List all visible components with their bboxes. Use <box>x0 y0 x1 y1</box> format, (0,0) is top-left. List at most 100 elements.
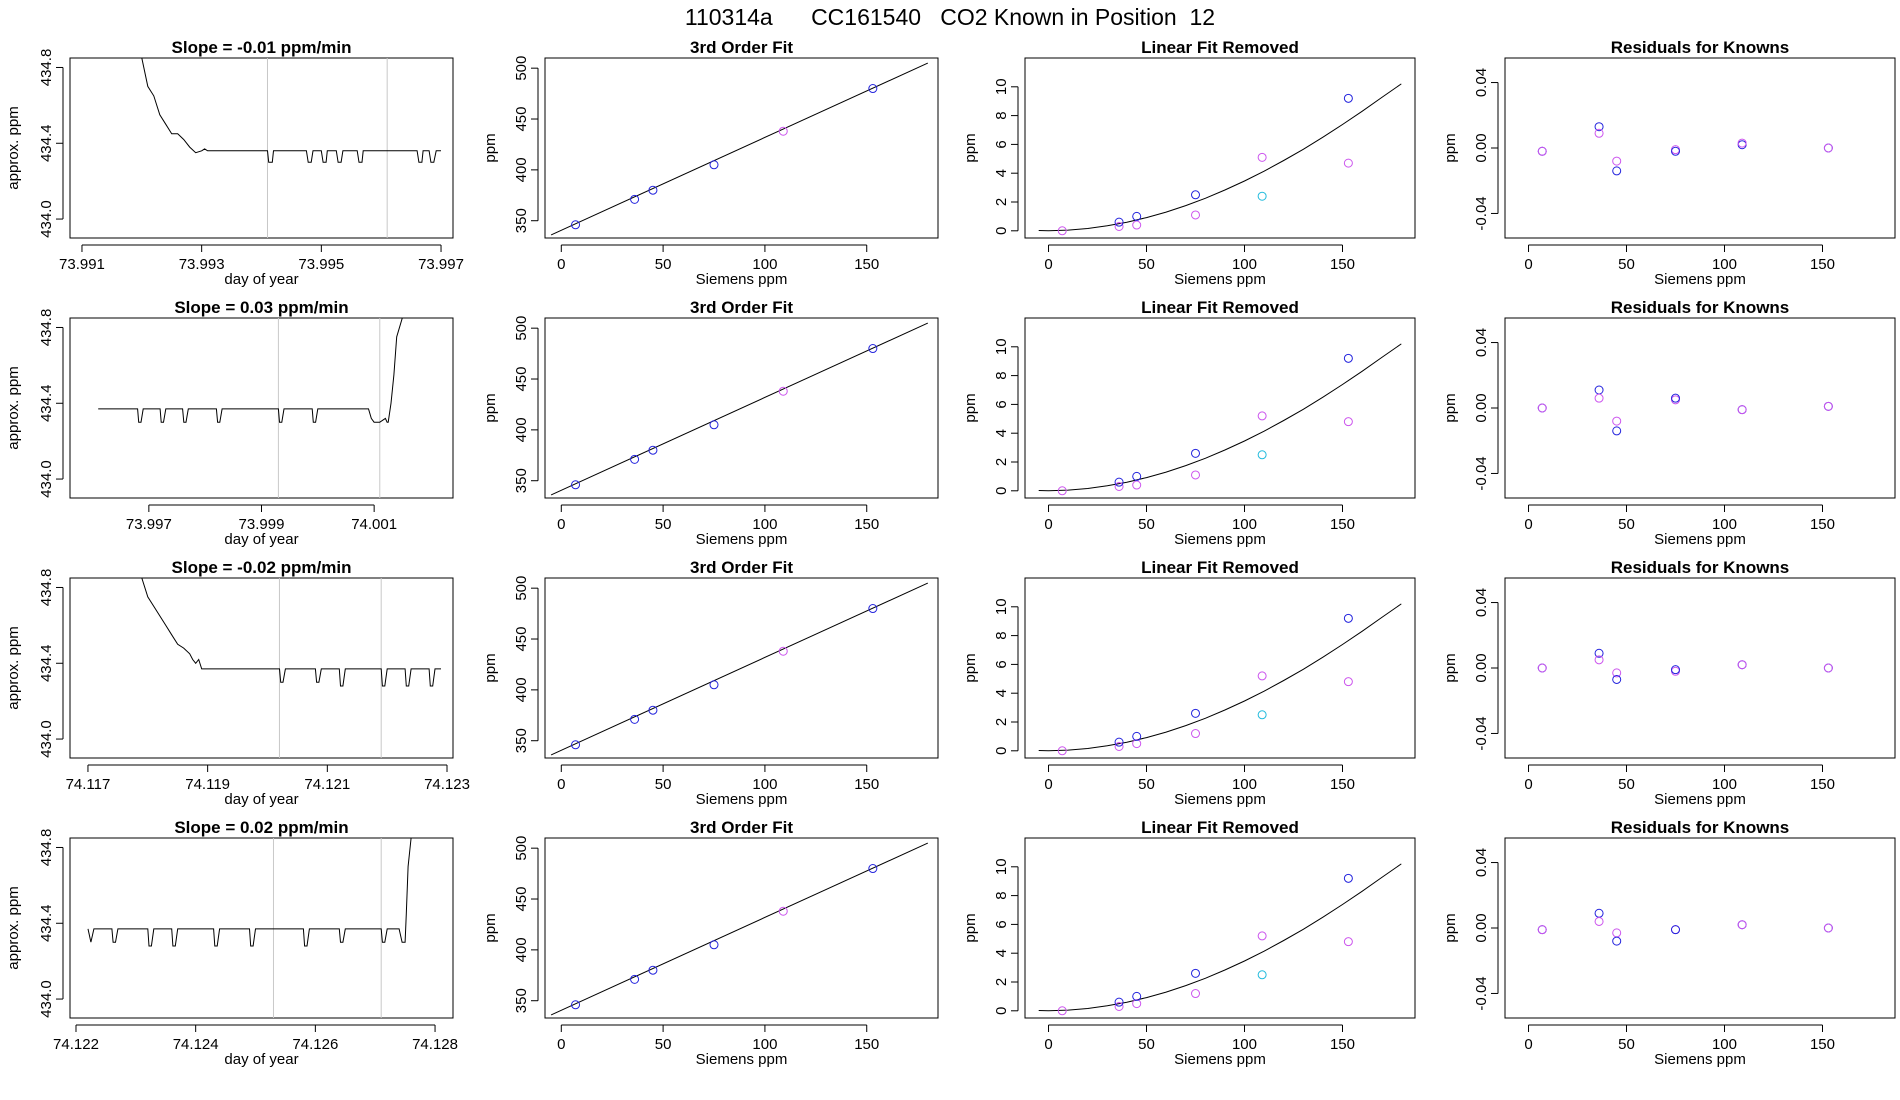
y-tick-label: 0.04 <box>1473 328 1490 357</box>
fit-curve <box>1038 83 1402 232</box>
panel-resid-row1: Residuals for Knowns 0 50 100 150 Siemens ppm… <box>1442 298 1896 548</box>
y-tick-label: 10 <box>993 338 1010 355</box>
y-tick-label: 434.0 <box>38 980 55 1018</box>
plot-area <box>550 322 929 496</box>
fit-line <box>550 62 929 236</box>
plot-frame <box>544 57 939 239</box>
panel-fit-row3: 3rd Order Fit 0 50 100 150 Siemens ppm 350 400 4… <box>482 818 939 1068</box>
x-tick-label: 0 <box>1524 1036 1532 1053</box>
x-axis-label: Siemens ppm <box>696 271 788 288</box>
x-tick-label: 73.991 <box>59 256 105 273</box>
x-tick-label: 100 <box>1232 776 1257 793</box>
panel-title: Linear Fit Removed <box>1141 818 1299 837</box>
x-tick-label: 50 <box>1618 1036 1635 1053</box>
panel-slope-row0: Slope = -0.01 ppm/min 73.991 73.993 73.995 7… <box>5 38 464 288</box>
data-point <box>709 420 719 430</box>
plot-frame <box>1504 317 1896 499</box>
data-point <box>778 906 788 916</box>
panel-linear-row1: Linear Fit Removed 0 50 100 150 Siemens ppm 0 2… <box>962 298 1416 548</box>
plot-frame <box>69 57 454 239</box>
data-point <box>1594 385 1604 395</box>
data-point <box>1257 710 1267 720</box>
y-tick-label: 8 <box>993 631 1010 639</box>
panel-title: Linear Fit Removed <box>1141 298 1299 317</box>
panel-slope-row2: Slope = -0.02 ppm/min 74.117 74.119 74.121 7… <box>5 558 470 808</box>
x-tick-label: 100 <box>752 776 777 793</box>
data-point <box>1114 1001 1124 1011</box>
y-axis-label: ppm <box>482 393 499 422</box>
data-point <box>1737 405 1747 415</box>
data-point <box>1823 143 1833 153</box>
y-tick-label: 0.04 <box>1473 848 1490 877</box>
data-point <box>1114 221 1124 231</box>
x-tick-label: 50 <box>1618 256 1635 273</box>
data-point <box>571 480 581 490</box>
fit-curve <box>1038 603 1402 752</box>
x-axis-label: Siemens ppm <box>1174 531 1266 548</box>
x-tick-label: 0 <box>1524 776 1532 793</box>
data-point <box>1612 426 1622 436</box>
panel-title: 3rd Order Fit <box>690 558 793 577</box>
y-tick-label: 434.8 <box>38 569 55 607</box>
data-point <box>778 646 788 656</box>
y-axis-label: ppm <box>482 133 499 162</box>
x-tick-label: 73.999 <box>239 516 285 533</box>
x-tick-label: 50 <box>1618 776 1635 793</box>
panel-title: Slope = -0.02 ppm/min <box>172 558 352 577</box>
y-axis-label: approx. ppm <box>5 886 22 969</box>
y-tick-label: 2 <box>993 718 1010 726</box>
data-point <box>648 185 658 195</box>
data-point <box>1343 93 1353 103</box>
data-point <box>1594 122 1604 132</box>
data-point <box>1191 968 1201 978</box>
plot-frame <box>1504 57 1896 239</box>
x-axis-label: day of year <box>224 531 298 548</box>
data-point <box>1114 481 1124 491</box>
y-axis-label: ppm <box>482 653 499 682</box>
plot-frame <box>1024 57 1416 239</box>
x-tick-label: 100 <box>1712 256 1737 273</box>
data-point <box>1257 450 1267 460</box>
plot-area <box>98 318 403 498</box>
data-point <box>1343 677 1353 687</box>
data-point <box>1057 226 1067 236</box>
series-line <box>87 838 412 947</box>
plot-area <box>141 58 441 238</box>
data-point <box>1257 152 1267 162</box>
y-tick-label: 0.00 <box>1473 133 1490 162</box>
x-tick-label: 74.121 <box>304 776 350 793</box>
y-tick-label: 2 <box>993 978 1010 986</box>
data-point <box>1823 923 1833 933</box>
data-point <box>1594 655 1604 665</box>
plot-area <box>550 842 929 1016</box>
data-point <box>571 220 581 230</box>
x-tick-label: 150 <box>854 776 879 793</box>
x-tick-label: 74.126 <box>292 1036 338 1053</box>
y-tick-label: 0 <box>993 747 1010 755</box>
y-tick-label: 4 <box>993 689 1010 697</box>
y-tick-label: 400 <box>513 937 530 962</box>
data-point <box>1537 146 1547 156</box>
panel-title: Linear Fit Removed <box>1141 38 1299 57</box>
y-tick-label: 0 <box>993 227 1010 235</box>
data-point <box>1132 480 1142 490</box>
data-point <box>648 705 658 715</box>
y-tick-label: 434.8 <box>38 829 55 867</box>
x-tick-label: 0 <box>1044 256 1052 273</box>
plot-area <box>1537 385 1833 436</box>
data-point <box>630 714 640 724</box>
y-tick-label: -0.04 <box>1473 456 1490 490</box>
y-tick-label: 434.4 <box>38 384 55 422</box>
x-axis-label: Siemens ppm <box>1174 1051 1266 1068</box>
y-tick-label: 6 <box>993 660 1010 668</box>
x-tick-label: 74.119 <box>185 776 230 793</box>
data-point <box>709 940 719 950</box>
data-point <box>1537 925 1547 935</box>
data-point <box>1114 997 1124 1007</box>
data-point <box>1823 401 1833 411</box>
data-point <box>1114 477 1124 487</box>
data-point <box>1537 403 1547 413</box>
x-tick-label: 100 <box>1712 776 1737 793</box>
y-tick-label: 0.00 <box>1473 913 1490 942</box>
y-tick-label: 10 <box>993 78 1010 95</box>
